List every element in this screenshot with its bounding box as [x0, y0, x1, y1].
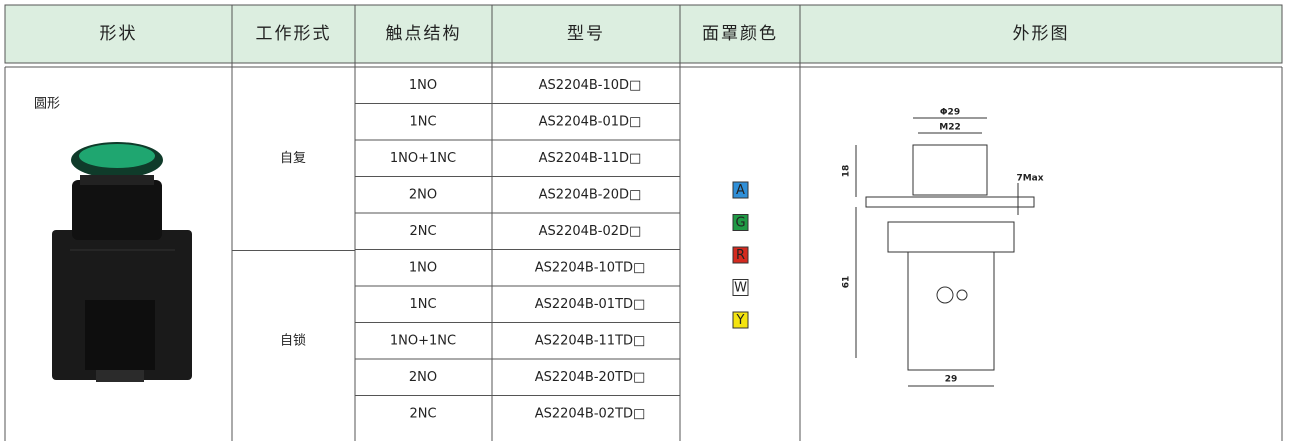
model: AS2204B-11TD□: [535, 333, 646, 348]
model: AS2204B-02TD□: [535, 406, 646, 421]
dimension-label: 7Max: [1016, 174, 1043, 184]
shape-label: 圆形: [34, 97, 60, 112]
contact: 2NO: [409, 370, 437, 385]
header-cell: 工作形式: [256, 24, 332, 44]
contact: 2NO: [409, 187, 437, 202]
dimension-label: 29: [945, 375, 958, 385]
mode: 自锁: [280, 332, 306, 348]
table-grid: [4, 5, 1283, 441]
contact: 1NO+1NC: [390, 333, 456, 348]
color-code: G: [735, 216, 745, 231]
color-swatch: [732, 279, 749, 296]
contact: 1NO+1NC: [390, 151, 456, 166]
header-cell: 形状: [100, 24, 138, 44]
contact: 1NC: [409, 297, 436, 312]
dimension-label: 61: [842, 276, 852, 289]
model: AS2204B-20TD□: [535, 370, 646, 385]
header-row: [4, 4, 1283, 64]
model: AS2204B-10TD□: [535, 260, 646, 275]
header-cell: 型号: [567, 24, 605, 44]
model: AS2204B-10D□: [539, 78, 642, 93]
model: AS2204B-01TD□: [535, 297, 646, 312]
contact: 2NC: [409, 406, 436, 421]
header-cell: 面罩颜色: [702, 24, 778, 44]
color-code: W: [734, 281, 747, 296]
header-cell: 外形图: [1013, 24, 1070, 44]
contact: 1NC: [409, 114, 436, 129]
model: AS2204B-11D□: [539, 151, 642, 166]
mode: 自复: [280, 151, 306, 166]
dimension-label: 18: [842, 165, 852, 178]
color-swatch: [732, 311, 749, 329]
outline-drawing: [855, 117, 1035, 387]
product-photo: [52, 142, 192, 382]
contact: 1NO: [409, 78, 437, 93]
color-swatch: [732, 214, 749, 231]
color-code: R: [736, 248, 745, 263]
model: AS2204B-20D□: [539, 187, 642, 202]
dimension-label: Φ29: [940, 108, 960, 118]
color-code: A: [736, 183, 745, 198]
model: AS2204B-01D□: [539, 114, 642, 129]
color-swatch: [732, 181, 749, 199]
color-swatch: [732, 246, 749, 264]
contact: 1NO: [409, 260, 437, 275]
model: AS2204B-02D□: [539, 224, 642, 239]
contact: 2NC: [409, 224, 436, 239]
color-code: Y: [736, 313, 745, 328]
header-cell: 触点结构: [386, 24, 462, 44]
dimension-label: M22: [939, 123, 960, 133]
